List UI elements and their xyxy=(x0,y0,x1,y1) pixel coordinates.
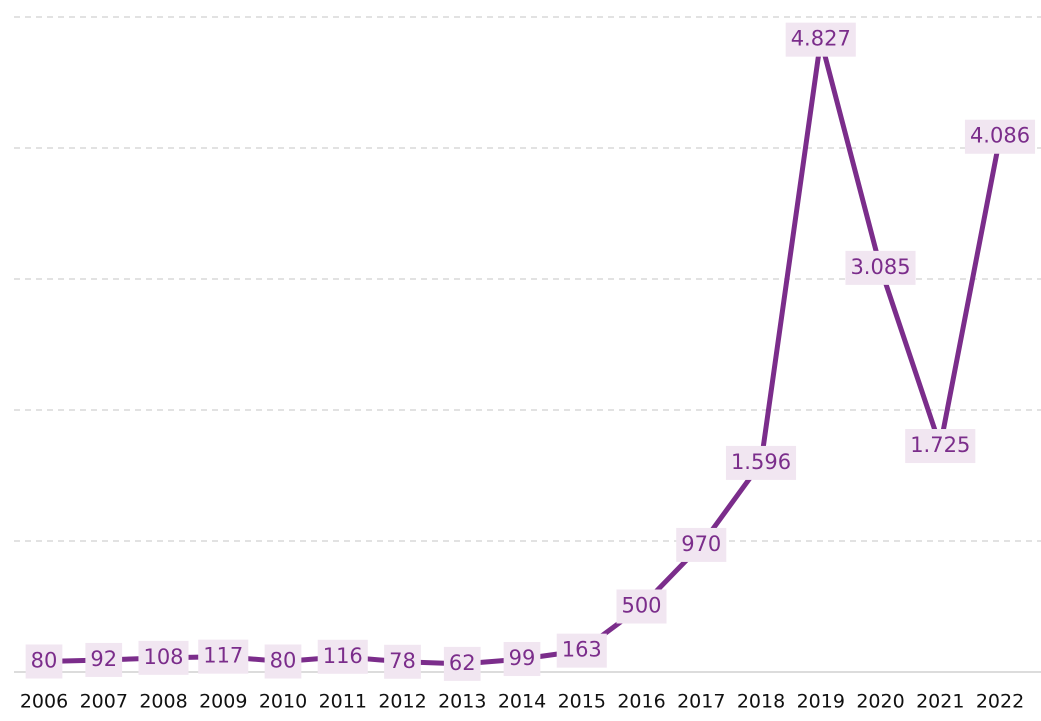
data-label: 117 xyxy=(203,644,243,668)
data-label: 108 xyxy=(143,645,183,669)
label-box xyxy=(845,250,916,285)
x-tick-label: 2015 xyxy=(558,691,606,713)
label-box xyxy=(964,119,1036,154)
x-tick-label: 2020 xyxy=(856,691,904,713)
x-tick-label: 2012 xyxy=(378,691,426,713)
label-box xyxy=(443,646,481,681)
data-label: 116 xyxy=(323,644,363,668)
x-tick-label: 2007 xyxy=(80,691,128,713)
label-box xyxy=(85,642,123,677)
x-tick-label: 2013 xyxy=(438,691,486,713)
data-label: 3.085 xyxy=(850,255,910,279)
x-tick-label: 2022 xyxy=(976,691,1024,713)
label-box xyxy=(138,640,189,675)
data-label: 1.725 xyxy=(910,433,970,457)
x-tick-label: 2019 xyxy=(797,691,845,713)
data-label: 4.827 xyxy=(791,27,851,51)
label-box xyxy=(503,642,541,677)
x-tick-label: 2017 xyxy=(677,691,725,713)
data-label: 4.086 xyxy=(970,124,1030,148)
x-tick-label: 2014 xyxy=(498,691,546,713)
x-tick-label: 2021 xyxy=(916,691,964,713)
x-tick-label: 2009 xyxy=(199,691,247,713)
label-box xyxy=(676,527,727,562)
label-box xyxy=(905,429,976,464)
data-label: 1.596 xyxy=(731,450,791,474)
label-box xyxy=(785,22,856,57)
x-tick-label: 2016 xyxy=(617,691,665,713)
data-label: 92 xyxy=(90,647,117,671)
x-tick-label: 2006 xyxy=(20,691,68,713)
label-box xyxy=(384,644,421,679)
data-label: 163 xyxy=(562,638,602,662)
label-box xyxy=(317,639,368,674)
label-box xyxy=(556,633,607,668)
label-box xyxy=(725,445,797,480)
data-label: 500 xyxy=(621,594,661,618)
data-label: 970 xyxy=(681,532,721,556)
data-label: 78 xyxy=(389,649,416,673)
data-label: 80 xyxy=(270,649,297,673)
label-box xyxy=(616,589,667,624)
x-tick-label: 2010 xyxy=(259,691,307,713)
data-label: 80 xyxy=(31,649,58,673)
x-tick-label: 2011 xyxy=(319,691,367,713)
data-label: 99 xyxy=(509,646,536,670)
data-label: 62 xyxy=(449,651,476,675)
x-tick-label: 2018 xyxy=(737,691,785,713)
data-line xyxy=(43,37,1003,667)
x-tick-label: 2008 xyxy=(139,691,187,713)
label-box xyxy=(198,639,249,674)
label-box xyxy=(264,644,302,679)
label-box xyxy=(25,644,63,679)
